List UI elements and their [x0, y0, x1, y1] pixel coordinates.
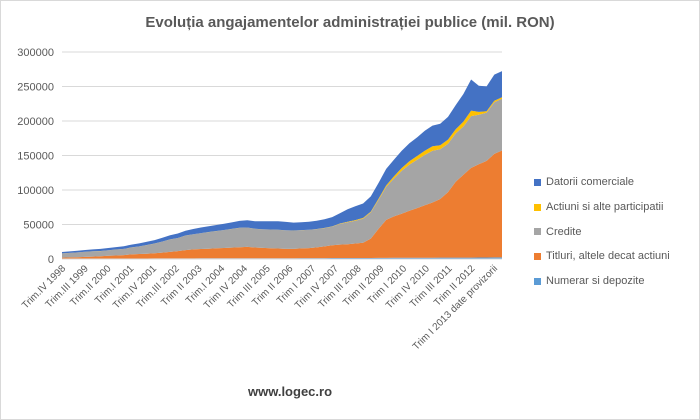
- legend-item-datorii-comerciale: Datorii comerciale: [534, 170, 694, 195]
- legend-label: Actiuni si alte participatii: [546, 201, 664, 214]
- legend-swatch: [534, 277, 541, 285]
- area-series-credite: [62, 98, 502, 258]
- legend-item-numerar-si-depozite: Numerar si depozite: [534, 269, 694, 294]
- y-tick-label: 150000: [17, 151, 54, 163]
- footer-site: www.logec.ro: [247, 384, 333, 399]
- legend-label: Titluri, altele decat actiuni: [546, 250, 670, 263]
- legend-swatch: [534, 252, 541, 260]
- legend-label: Datorii comerciale: [546, 176, 635, 189]
- legend-item-actiuni-si-alte-participatii: Actiuni si alte participatii: [534, 195, 694, 220]
- area-series-titluri-altele-decat-actiuni: [62, 150, 502, 259]
- y-tick-label: 250000: [17, 82, 54, 94]
- legend-swatch: [534, 203, 541, 211]
- legend-item-titluri-altele-decat-actiuni: Titluri, altele decat actiuni: [534, 244, 694, 269]
- chart-legend: Datorii comerciale Actiuni si alte partic…: [534, 170, 694, 293]
- legend-label: Numerar si depozite: [546, 275, 645, 288]
- y-tick-label: 200000: [17, 116, 54, 128]
- y-tick-label: 100000: [17, 185, 54, 197]
- legend-label: Credite: [546, 225, 582, 238]
- legend-swatch: [534, 178, 541, 186]
- y-tick-label: 0: [48, 254, 54, 266]
- legend-swatch: [534, 228, 541, 236]
- y-tick-label: 50000: [23, 220, 54, 232]
- y-tick-label: 300000: [17, 47, 54, 59]
- chart-title: Evoluția angajamentelor administrației p…: [145, 14, 555, 31]
- legend-item-credite: Credite: [534, 219, 694, 244]
